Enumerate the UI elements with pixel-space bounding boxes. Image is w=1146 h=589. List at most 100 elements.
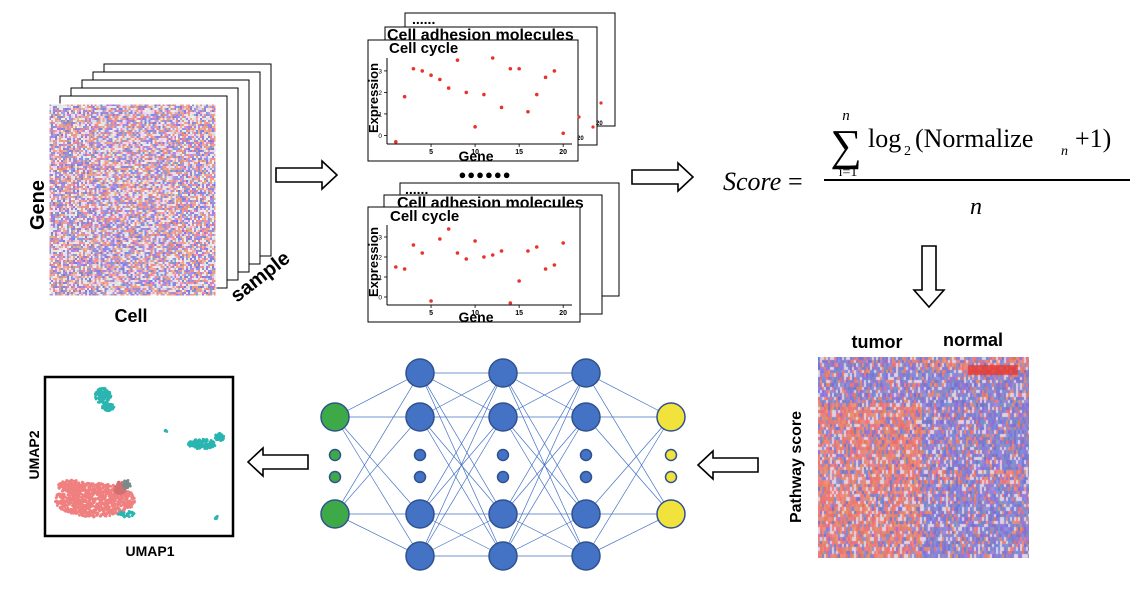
umap-point <box>89 495 93 499</box>
umap-point <box>99 393 103 397</box>
yellow-node <box>656 499 686 529</box>
scatter-point <box>473 239 477 243</box>
umap-point <box>55 504 59 507</box>
network-edge <box>334 372 421 515</box>
formula-log-base: 2 <box>904 144 911 159</box>
umap-point <box>101 486 105 490</box>
front-title-top: Cell cycle <box>389 40 458 57</box>
formula-inner: (Normalize <box>915 124 1033 153</box>
umap-point <box>111 494 115 498</box>
umap-point <box>67 482 70 486</box>
umap-point <box>62 486 65 490</box>
scatter-point <box>402 94 407 99</box>
umap-point <box>81 508 85 511</box>
umap-point <box>71 508 75 512</box>
umap-point <box>86 496 90 500</box>
umap-point <box>100 482 104 486</box>
umap-point <box>74 508 78 511</box>
formula-equals: = <box>788 167 803 196</box>
umap-point <box>72 510 76 514</box>
umap-point <box>85 493 89 497</box>
umap-point <box>121 488 125 492</box>
scatter-point <box>552 69 557 73</box>
yellow-node <box>664 448 678 462</box>
x-label-top: Gene <box>458 148 493 164</box>
scatter-point <box>499 105 504 110</box>
blue-node <box>405 402 435 432</box>
arrow-down <box>912 245 946 309</box>
umap-point <box>126 495 130 498</box>
network-edge <box>419 372 504 515</box>
umap-point <box>106 500 110 504</box>
umap-point <box>119 510 123 514</box>
x-tick-label: 10 <box>471 310 479 317</box>
umap-point <box>75 503 78 506</box>
umap-point <box>98 484 101 488</box>
umap-point <box>123 495 127 498</box>
matrix-y-label: Gene <box>27 180 49 230</box>
umap-point <box>81 481 85 485</box>
umap-point <box>123 479 126 483</box>
umap-point <box>70 511 73 515</box>
umap-point <box>86 490 89 493</box>
network-edge <box>502 416 587 557</box>
umap-point <box>75 481 78 484</box>
umap-point <box>194 438 198 442</box>
blue-node <box>413 448 427 462</box>
scatter-point <box>455 251 460 255</box>
umap-point <box>96 488 100 492</box>
blue-node <box>488 402 518 432</box>
front-title-bottom: Cell cycle <box>390 208 459 225</box>
umap-point <box>83 485 87 489</box>
scatter-point <box>411 66 416 71</box>
umap-point <box>64 509 68 512</box>
blue-node <box>488 499 518 529</box>
scatter-point <box>473 125 477 129</box>
umap-point <box>75 489 78 492</box>
network-edge <box>502 416 587 515</box>
umap-point <box>99 500 103 504</box>
formula-sub: n <box>1061 144 1068 159</box>
umap-point <box>118 487 122 490</box>
umap-point <box>74 495 78 498</box>
umap-point <box>75 499 79 503</box>
scatter-point <box>411 243 416 247</box>
umap-point <box>95 492 99 495</box>
umap-point <box>104 512 108 516</box>
network-edge <box>419 513 504 557</box>
umap-point <box>87 507 91 510</box>
y-label-top: Expression <box>366 63 381 133</box>
umap-point <box>105 483 108 487</box>
umap-point <box>80 505 83 509</box>
umap-x-label: UMAP1 <box>125 543 174 559</box>
umap-point <box>81 510 85 514</box>
score-formula: Score = n ∑ i=1 log 2 (Normalize n +1) n <box>723 108 1130 220</box>
scatter-point <box>508 66 513 71</box>
umap-point <box>110 489 114 492</box>
umap-point <box>101 397 104 401</box>
umap-point <box>74 483 77 487</box>
umap-point <box>194 443 197 447</box>
umap-point <box>105 508 108 511</box>
scatter-point <box>482 92 486 97</box>
umap-point <box>213 444 217 448</box>
umap-point <box>112 498 116 501</box>
arrow-left-2 <box>246 446 309 478</box>
blue-node <box>413 470 427 484</box>
umap-point <box>74 479 78 482</box>
umap-point <box>112 405 116 409</box>
umap-point <box>96 400 100 404</box>
y-tick-label: 1 <box>378 111 382 118</box>
scatter-point <box>543 267 548 271</box>
network-edge <box>585 372 672 418</box>
umap-point <box>120 495 124 499</box>
umap-point <box>115 506 119 510</box>
umap-point <box>126 485 129 489</box>
x-tick-label: 20 <box>559 310 567 317</box>
y-tick-label: 2 <box>378 255 382 262</box>
umap-point <box>114 490 118 494</box>
umap-point <box>214 433 218 437</box>
network-edge <box>502 513 587 557</box>
scatter-point <box>420 69 425 73</box>
umap-point <box>108 501 112 505</box>
